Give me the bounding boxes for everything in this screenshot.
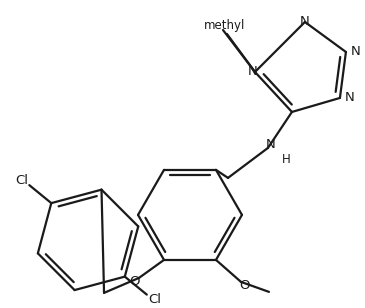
Text: N: N: [266, 138, 276, 152]
Text: methyl: methyl: [204, 19, 246, 32]
Text: N: N: [345, 91, 355, 104]
Text: N: N: [351, 46, 361, 59]
Text: Cl: Cl: [148, 293, 161, 306]
Text: N: N: [300, 15, 310, 28]
Text: Cl: Cl: [15, 174, 28, 187]
Text: O: O: [129, 275, 139, 288]
Text: N: N: [248, 66, 258, 79]
Text: H: H: [281, 153, 290, 166]
Text: O: O: [240, 279, 250, 292]
